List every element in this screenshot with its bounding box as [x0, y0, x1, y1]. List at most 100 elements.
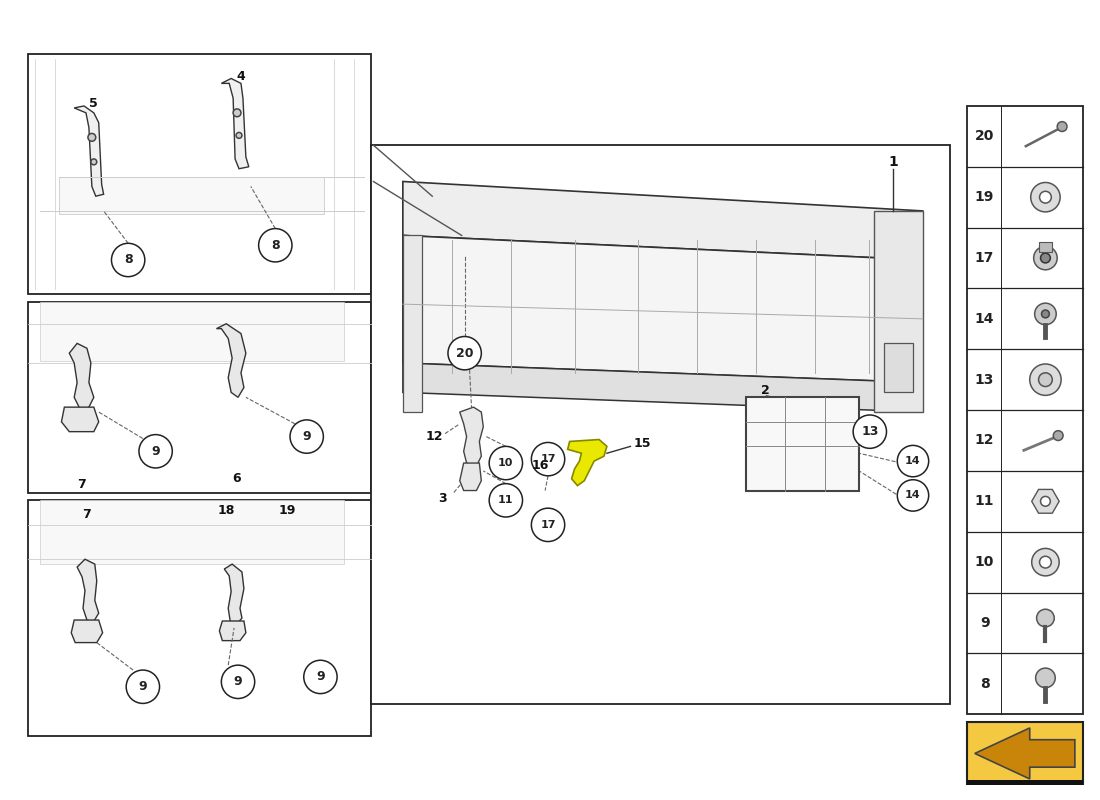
Bar — [967, 722, 1082, 800]
Text: euro: euro — [470, 237, 826, 372]
Polygon shape — [72, 620, 102, 642]
Text: 4: 4 — [236, 70, 245, 83]
Bar — [29, 302, 372, 494]
Circle shape — [1032, 549, 1059, 576]
Text: 9: 9 — [233, 675, 242, 688]
Polygon shape — [69, 343, 94, 412]
Text: 17: 17 — [975, 251, 994, 265]
Polygon shape — [217, 324, 246, 398]
Circle shape — [1038, 373, 1053, 386]
Circle shape — [531, 442, 564, 476]
Bar — [59, 177, 324, 214]
Bar — [1038, 242, 1053, 252]
Text: 17: 17 — [540, 454, 556, 464]
Circle shape — [1057, 122, 1067, 131]
Text: 13: 13 — [975, 373, 994, 386]
Text: 9: 9 — [980, 616, 989, 630]
Polygon shape — [873, 211, 923, 412]
Circle shape — [290, 420, 323, 454]
Polygon shape — [403, 363, 923, 412]
Polygon shape — [403, 182, 923, 260]
Bar — [746, 398, 859, 490]
Text: 1: 1 — [889, 155, 899, 169]
Polygon shape — [403, 235, 422, 412]
Polygon shape — [224, 564, 244, 625]
Text: 18: 18 — [218, 504, 235, 517]
Circle shape — [126, 670, 160, 703]
Circle shape — [1040, 556, 1052, 568]
Bar — [29, 54, 372, 294]
Text: 11: 11 — [975, 494, 994, 508]
Text: 6: 6 — [232, 472, 241, 486]
Text: 12: 12 — [975, 434, 994, 447]
Bar — [967, 780, 1082, 800]
Bar — [883, 343, 913, 393]
Text: 7: 7 — [77, 478, 86, 491]
Text: 14: 14 — [905, 490, 921, 501]
Text: 7: 7 — [82, 507, 91, 521]
Circle shape — [1041, 497, 1050, 506]
Text: 5: 5 — [89, 97, 98, 110]
Circle shape — [1034, 246, 1057, 270]
Text: 857 05: 857 05 — [993, 784, 1056, 800]
Text: 14: 14 — [975, 312, 994, 326]
Text: 9: 9 — [139, 680, 147, 694]
Circle shape — [1030, 364, 1062, 395]
Circle shape — [1041, 253, 1050, 263]
Bar — [29, 500, 372, 736]
Circle shape — [1035, 303, 1056, 325]
Circle shape — [1031, 182, 1060, 212]
Circle shape — [258, 229, 292, 262]
Circle shape — [139, 434, 173, 468]
Text: 14: 14 — [905, 456, 921, 466]
Circle shape — [111, 243, 145, 277]
Polygon shape — [460, 407, 483, 466]
Text: 19: 19 — [975, 190, 994, 204]
Text: 3: 3 — [438, 492, 447, 505]
Bar — [40, 302, 344, 361]
Text: 10: 10 — [498, 458, 514, 468]
Circle shape — [898, 446, 928, 477]
Circle shape — [490, 484, 522, 517]
Polygon shape — [1032, 490, 1059, 514]
Circle shape — [304, 660, 337, 694]
Circle shape — [236, 133, 242, 138]
Polygon shape — [62, 407, 99, 432]
Text: 9: 9 — [302, 430, 311, 443]
Text: 19: 19 — [278, 504, 296, 517]
Circle shape — [531, 508, 564, 542]
Text: 13: 13 — [861, 425, 879, 438]
Text: 9: 9 — [152, 445, 160, 458]
Text: 8: 8 — [271, 238, 279, 252]
Text: 8: 8 — [980, 677, 990, 690]
Circle shape — [1035, 668, 1055, 688]
Circle shape — [1054, 430, 1063, 441]
Text: a passion for parts since 1985: a passion for parts since 1985 — [452, 544, 746, 614]
Text: 10: 10 — [975, 555, 994, 569]
Polygon shape — [74, 106, 103, 196]
Bar — [372, 145, 950, 704]
Bar — [40, 500, 344, 564]
Polygon shape — [403, 235, 923, 382]
Text: 12: 12 — [426, 430, 443, 443]
Text: Partes: Partes — [493, 351, 940, 473]
Polygon shape — [77, 559, 99, 623]
Circle shape — [1036, 610, 1054, 627]
Circle shape — [91, 159, 97, 165]
Text: 2: 2 — [761, 384, 770, 397]
Circle shape — [854, 415, 887, 448]
Circle shape — [88, 134, 96, 142]
Text: 11: 11 — [498, 495, 514, 506]
Circle shape — [233, 109, 241, 117]
Circle shape — [1040, 191, 1052, 203]
Polygon shape — [568, 439, 607, 486]
Text: 20: 20 — [975, 130, 994, 143]
Text: 16: 16 — [531, 459, 549, 473]
Circle shape — [1042, 310, 1049, 318]
Bar — [967, 106, 1082, 714]
Text: 17: 17 — [540, 520, 556, 530]
Circle shape — [490, 446, 522, 480]
Polygon shape — [219, 621, 246, 641]
Polygon shape — [975, 728, 1075, 779]
Text: 8: 8 — [124, 254, 132, 266]
